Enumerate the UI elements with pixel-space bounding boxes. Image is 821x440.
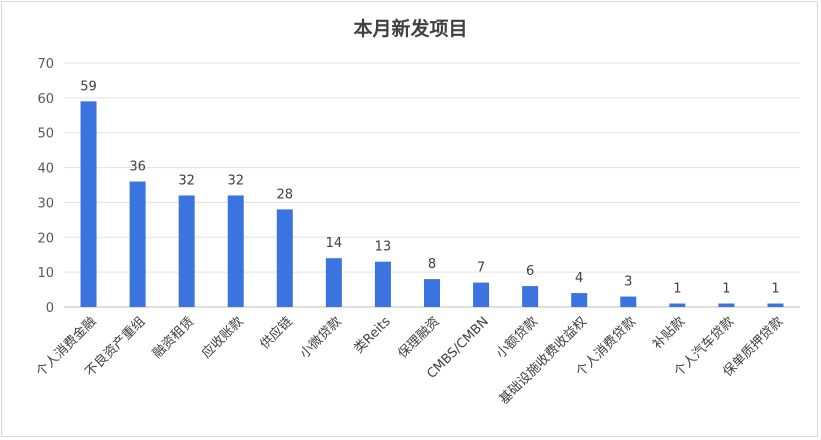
bar bbox=[129, 181, 146, 307]
data-label: 14 bbox=[326, 236, 343, 251]
x-tick-label: 应收账款 bbox=[198, 314, 246, 362]
bar bbox=[276, 209, 293, 307]
bar bbox=[522, 286, 539, 307]
bar bbox=[325, 258, 342, 307]
data-label: 1 bbox=[771, 282, 779, 297]
x-tick-label: 补贴款 bbox=[650, 314, 688, 352]
data-label: 4 bbox=[575, 271, 583, 286]
bar bbox=[227, 195, 244, 307]
data-label: 59 bbox=[80, 79, 97, 94]
y-tick-label: 40 bbox=[37, 162, 54, 177]
x-tick-label: 保理融资 bbox=[395, 314, 442, 361]
x-tick-label: 基础设施收费收益权 bbox=[496, 314, 590, 408]
data-label: 32 bbox=[227, 173, 244, 188]
y-tick-label: 70 bbox=[37, 57, 54, 72]
y-tick-label: 30 bbox=[37, 196, 54, 211]
data-label: 28 bbox=[277, 187, 294, 202]
bar bbox=[571, 293, 588, 307]
y-tick-label: 60 bbox=[37, 92, 54, 107]
x-tick-label: 融资租赁 bbox=[150, 314, 197, 361]
data-label: 8 bbox=[428, 257, 436, 272]
y-tick-label: 0 bbox=[46, 301, 54, 316]
data-label: 13 bbox=[375, 240, 392, 255]
y-tick-label: 10 bbox=[37, 266, 54, 281]
y-tick-label: 50 bbox=[37, 127, 54, 142]
bar bbox=[80, 101, 97, 307]
bar bbox=[718, 303, 735, 307]
bar bbox=[178, 195, 195, 307]
bar bbox=[374, 261, 391, 307]
bar bbox=[620, 296, 637, 307]
x-tick-label: 小额贷款 bbox=[494, 314, 541, 361]
bar bbox=[767, 303, 784, 307]
data-label: 1 bbox=[673, 282, 681, 297]
bar bbox=[669, 303, 686, 307]
data-label: 6 bbox=[526, 264, 534, 279]
y-tick-label: 20 bbox=[37, 231, 54, 246]
chart-title: 本月新发项目 bbox=[353, 18, 468, 40]
x-tick-label: 小微贷款 bbox=[297, 314, 344, 361]
data-label: 3 bbox=[624, 275, 632, 290]
bar bbox=[473, 282, 490, 307]
x-tick-label: 供应链 bbox=[257, 314, 296, 353]
data-label: 32 bbox=[178, 173, 195, 188]
x-tick-label: 类Reits bbox=[351, 314, 394, 357]
bar bbox=[424, 279, 440, 307]
data-label: 7 bbox=[477, 261, 485, 276]
data-label: 1 bbox=[722, 282, 730, 297]
data-label: 36 bbox=[129, 160, 146, 175]
